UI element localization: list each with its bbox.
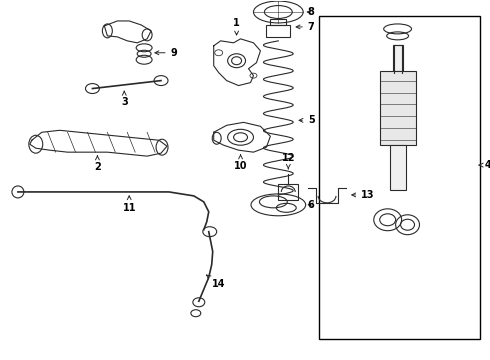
Text: 6: 6 (308, 200, 315, 210)
Text: 1: 1 (233, 18, 240, 35)
Bar (270, 19, 286, 25)
Text: 3: 3 (121, 91, 127, 108)
Text: 14: 14 (207, 275, 225, 289)
Bar (392, 45, 403, 71)
Bar (380, 71, 416, 145)
Bar (390, 145, 406, 190)
Text: 2: 2 (94, 156, 101, 172)
Text: 5: 5 (299, 115, 315, 125)
Bar (319, 16, 480, 339)
Text: 4: 4 (479, 160, 490, 170)
Bar (278, 184, 298, 200)
Text: 9: 9 (155, 48, 177, 58)
Text: 12: 12 (282, 153, 295, 169)
Bar (267, 25, 290, 37)
Text: 7: 7 (296, 22, 315, 32)
Text: 13: 13 (352, 190, 374, 200)
Text: 11: 11 (122, 196, 136, 213)
Text: 10: 10 (234, 155, 247, 171)
Text: 8: 8 (307, 7, 315, 17)
